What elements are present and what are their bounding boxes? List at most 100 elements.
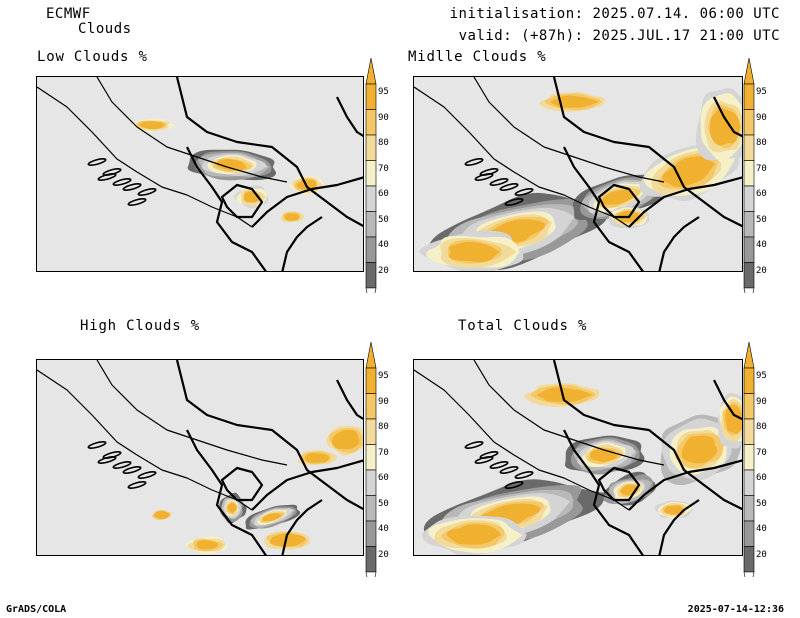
- colorbar-total: 95 90 80 70 60 50 40 20: [740, 342, 780, 577]
- panel-title-middle: Midlle Clouds %: [408, 49, 547, 65]
- country-border: [628, 176, 742, 228]
- country-border: [186, 146, 267, 271]
- island-outline: [97, 456, 117, 464]
- model-name: ECMWF: [46, 6, 91, 22]
- island-outline: [127, 198, 147, 206]
- colorbar-segment: [365, 444, 377, 471]
- colorbar-middle: 95 90 80 70 60 50 40 20: [740, 58, 780, 293]
- country-border: [175, 360, 363, 511]
- country-border: [251, 459, 363, 511]
- colorbar-segment: [365, 262, 377, 289]
- colorbar-segment: [743, 393, 755, 420]
- island-outline: [474, 173, 494, 181]
- country-border: [713, 96, 742, 138]
- island-outline: [87, 158, 107, 166]
- country-border: [658, 499, 700, 555]
- coastline: [96, 77, 288, 183]
- footer-software: GrADS/COLA: [6, 604, 67, 615]
- colorbar-segment: [365, 495, 377, 522]
- valid-time: valid: (+87h): 2025.JUL.17 21:00 UTC: [458, 28, 780, 44]
- colorbar-tick-label: 20: [378, 549, 389, 560]
- colorbar-segment: [365, 185, 377, 212]
- country-border: [552, 77, 742, 228]
- island-outline: [137, 471, 157, 479]
- product-name: Clouds: [78, 21, 132, 37]
- country-border: [597, 183, 641, 219]
- island-outline: [87, 441, 107, 449]
- coastline: [473, 77, 665, 183]
- colorbar-tick-label: 95: [756, 87, 767, 97]
- colorbar-tick-label: 70: [756, 447, 767, 458]
- island-outline: [127, 481, 147, 489]
- coastline: [414, 86, 630, 228]
- colorbar-tick-label: 95: [378, 371, 389, 381]
- colorbar-segment: [365, 109, 377, 136]
- map-canvas-high: [37, 360, 363, 555]
- colorbar-segment: [743, 520, 755, 547]
- cloud-contour: [446, 524, 502, 545]
- island-outline: [464, 158, 484, 166]
- country-border: [281, 499, 323, 555]
- cloud-contour: [196, 540, 218, 550]
- colorbar-tick-label: 20: [378, 265, 389, 276]
- colorbar-lower-arrow: [365, 571, 377, 577]
- island-outline: [489, 461, 509, 469]
- colorbar-segment: [743, 134, 755, 161]
- colorbar-tick-label: 40: [756, 240, 767, 250]
- island-outline: [122, 466, 142, 474]
- colorbar-segment: [743, 546, 755, 573]
- colorbar-tick-label: 40: [756, 524, 767, 534]
- cloud-contour: [227, 502, 237, 514]
- country-border: [552, 360, 742, 511]
- island-outline: [112, 178, 132, 186]
- colorbar-high: 95 90 80 70 60 50 40 20: [362, 342, 402, 577]
- colorbar-upper-arrow: [365, 342, 377, 369]
- footer-timestamp: 2025-07-14-12:36: [687, 604, 784, 615]
- colorbar-tick-label: 90: [756, 112, 767, 123]
- colorbar-tick-label: 50: [756, 498, 767, 509]
- country-border: [336, 96, 363, 138]
- colorbar-tick-label: 40: [378, 524, 389, 534]
- colorbar-low: 95 90 80 70 60 50 40 20: [362, 58, 402, 293]
- coastline: [473, 360, 665, 466]
- init-time: initialisation: 2025.07.14. 06:00 UTC: [449, 6, 780, 22]
- cloud-contour: [709, 107, 740, 146]
- coastline: [37, 86, 253, 228]
- cloud-contour: [269, 533, 306, 547]
- colorbar-tick-label: 95: [378, 87, 389, 97]
- colorbar-tick-label: 60: [378, 473, 389, 483]
- country-border: [186, 429, 267, 555]
- island-outline: [464, 441, 484, 449]
- country-border: [713, 379, 742, 421]
- island-outline: [112, 461, 132, 469]
- colorbar-lower-arrow: [743, 287, 755, 293]
- colorbar-tick-label: 40: [378, 240, 389, 250]
- colorbar-tick-label: 60: [756, 473, 767, 483]
- country-border: [220, 466, 264, 502]
- cloud-contour: [262, 513, 282, 522]
- colorbar-segment: [743, 109, 755, 136]
- colorbar-segment: [365, 160, 377, 187]
- colorbar-upper-arrow: [743, 58, 755, 85]
- cloud-contour: [536, 387, 593, 402]
- cloud-contour: [216, 159, 247, 171]
- map-canvas-middle: [414, 77, 742, 271]
- colorbar-upper-arrow: [365, 58, 377, 85]
- colorbar-tick-label: 95: [756, 371, 767, 381]
- colorbar-tick-label: 90: [378, 112, 389, 123]
- colorbar-segment: [365, 211, 377, 238]
- colorbar-segment: [743, 83, 755, 110]
- colorbar-tick-label: 20: [756, 549, 767, 560]
- colorbar-segment: [743, 211, 755, 238]
- colorbar-segment: [743, 367, 755, 394]
- colorbar-segment: [365, 520, 377, 547]
- colorbar-tick-label: 90: [756, 396, 767, 407]
- colorbar-segment: [743, 160, 755, 187]
- colorbar-segment: [365, 418, 377, 445]
- cloud-contour: [139, 121, 165, 130]
- map-canvas-total: [414, 360, 742, 555]
- cloud-contour: [304, 453, 330, 463]
- colorbar-segment: [365, 236, 377, 263]
- island-outline: [499, 466, 519, 474]
- colorbar-segment: [743, 262, 755, 289]
